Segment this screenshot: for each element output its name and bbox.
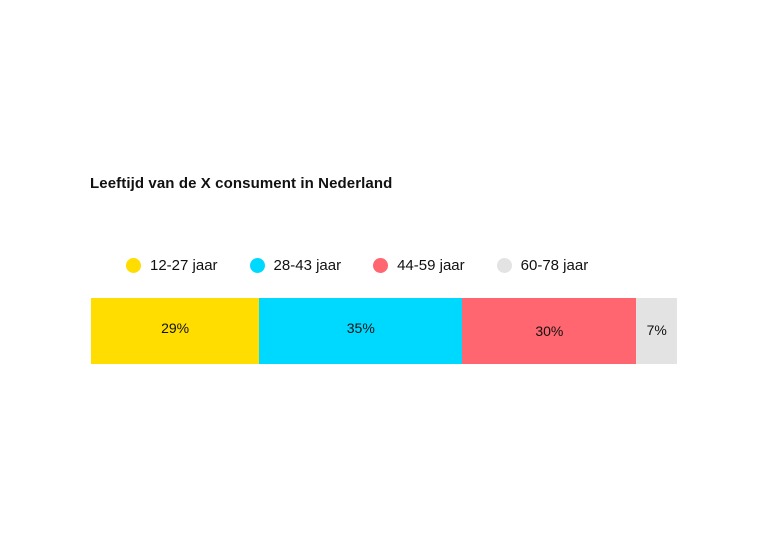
legend-item: 44-59 jaar (373, 257, 465, 274)
bar-segment (462, 298, 637, 364)
bar-segment (636, 298, 677, 364)
bar-segment (91, 298, 260, 364)
legend-swatch (496, 258, 512, 273)
legend-label: 12-27 jaar (150, 257, 218, 274)
data-label: 29% (161, 320, 190, 336)
data-label: 35% (346, 320, 375, 336)
legend-item: 60-78 jaar (496, 257, 589, 274)
legend-swatch (126, 258, 141, 273)
legend-swatch (249, 258, 265, 273)
legend-item: 28-43 jaar (249, 257, 342, 274)
chart-legend: 12-27 jaar 28-43 jaar 44-59 jaar 60-78 jaar (126, 257, 588, 274)
legend-label: 60-78 jaar (520, 257, 589, 274)
chart-title: Leeftijd van de X consument in Nederland (90, 175, 393, 192)
stacked-bar: 29% 35% 30% 7% (91, 298, 677, 364)
legend-label: 44-59 jaar (397, 257, 465, 274)
legend-label: 28-43 jaar (273, 257, 342, 274)
data-label: 30% (535, 323, 564, 339)
legend-item: 12-27 jaar (126, 257, 218, 274)
bar-segment (259, 298, 463, 364)
legend-swatch (373, 258, 389, 273)
data-label: 7% (646, 322, 667, 338)
